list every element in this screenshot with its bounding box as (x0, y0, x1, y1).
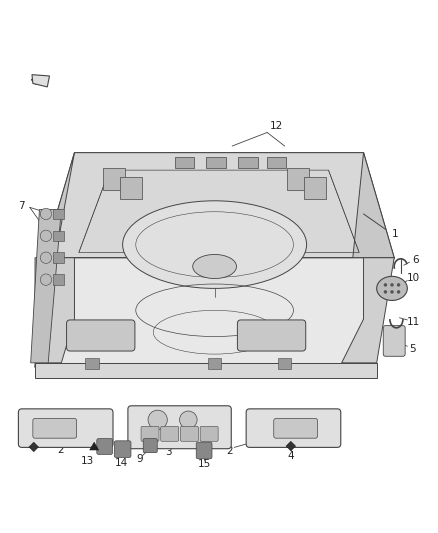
Circle shape (40, 230, 52, 241)
FancyBboxPatch shape (143, 439, 157, 453)
FancyBboxPatch shape (120, 177, 142, 199)
Circle shape (384, 283, 387, 287)
Text: 10: 10 (407, 273, 420, 284)
Text: 1: 1 (392, 229, 399, 239)
Bar (53, 274, 64, 285)
Circle shape (40, 252, 52, 263)
Polygon shape (35, 363, 377, 378)
Text: 5: 5 (409, 344, 416, 354)
FancyBboxPatch shape (238, 157, 258, 168)
Polygon shape (44, 152, 394, 258)
Polygon shape (342, 152, 394, 367)
Text: 15: 15 (198, 458, 211, 469)
Circle shape (397, 283, 400, 287)
Circle shape (390, 283, 394, 287)
Text: 13: 13 (81, 456, 94, 466)
FancyBboxPatch shape (175, 157, 194, 168)
FancyBboxPatch shape (200, 426, 218, 441)
Circle shape (40, 274, 52, 285)
Text: 4: 4 (287, 451, 294, 461)
Bar (53, 253, 64, 263)
Circle shape (390, 290, 394, 294)
Text: 8: 8 (39, 252, 46, 261)
FancyBboxPatch shape (67, 320, 135, 351)
FancyBboxPatch shape (274, 418, 318, 438)
FancyBboxPatch shape (33, 418, 77, 438)
Text: 9: 9 (137, 454, 144, 464)
Polygon shape (342, 258, 394, 363)
Ellipse shape (377, 276, 407, 301)
FancyBboxPatch shape (180, 426, 198, 441)
Circle shape (397, 290, 400, 294)
Text: 12: 12 (269, 122, 283, 131)
FancyBboxPatch shape (267, 157, 286, 168)
Bar (53, 231, 64, 241)
FancyBboxPatch shape (161, 426, 179, 441)
FancyBboxPatch shape (304, 177, 326, 199)
Text: 3: 3 (165, 447, 172, 457)
Text: 7: 7 (18, 201, 25, 211)
FancyBboxPatch shape (18, 409, 113, 447)
FancyBboxPatch shape (287, 168, 309, 190)
FancyBboxPatch shape (141, 426, 159, 441)
Circle shape (148, 410, 167, 430)
Bar (208, 359, 221, 369)
Polygon shape (35, 258, 394, 367)
Polygon shape (35, 258, 74, 363)
FancyBboxPatch shape (128, 406, 231, 449)
FancyBboxPatch shape (237, 320, 306, 351)
FancyBboxPatch shape (383, 326, 405, 356)
Ellipse shape (123, 201, 307, 288)
FancyBboxPatch shape (103, 168, 125, 190)
Text: 6: 6 (412, 255, 419, 265)
FancyBboxPatch shape (206, 157, 226, 168)
Text: 2: 2 (226, 446, 233, 456)
Polygon shape (31, 209, 61, 363)
FancyBboxPatch shape (114, 441, 131, 457)
Circle shape (384, 290, 387, 294)
Bar (85, 359, 99, 369)
Ellipse shape (193, 254, 237, 279)
Text: 14: 14 (115, 458, 128, 468)
Circle shape (180, 411, 197, 429)
Circle shape (40, 208, 52, 220)
FancyBboxPatch shape (196, 442, 212, 459)
FancyBboxPatch shape (97, 439, 113, 455)
FancyBboxPatch shape (246, 409, 341, 447)
Polygon shape (32, 75, 49, 87)
Bar (53, 209, 64, 219)
Text: 11: 11 (407, 317, 420, 327)
Text: 2: 2 (57, 446, 64, 456)
Polygon shape (35, 152, 74, 367)
Bar (278, 359, 291, 369)
